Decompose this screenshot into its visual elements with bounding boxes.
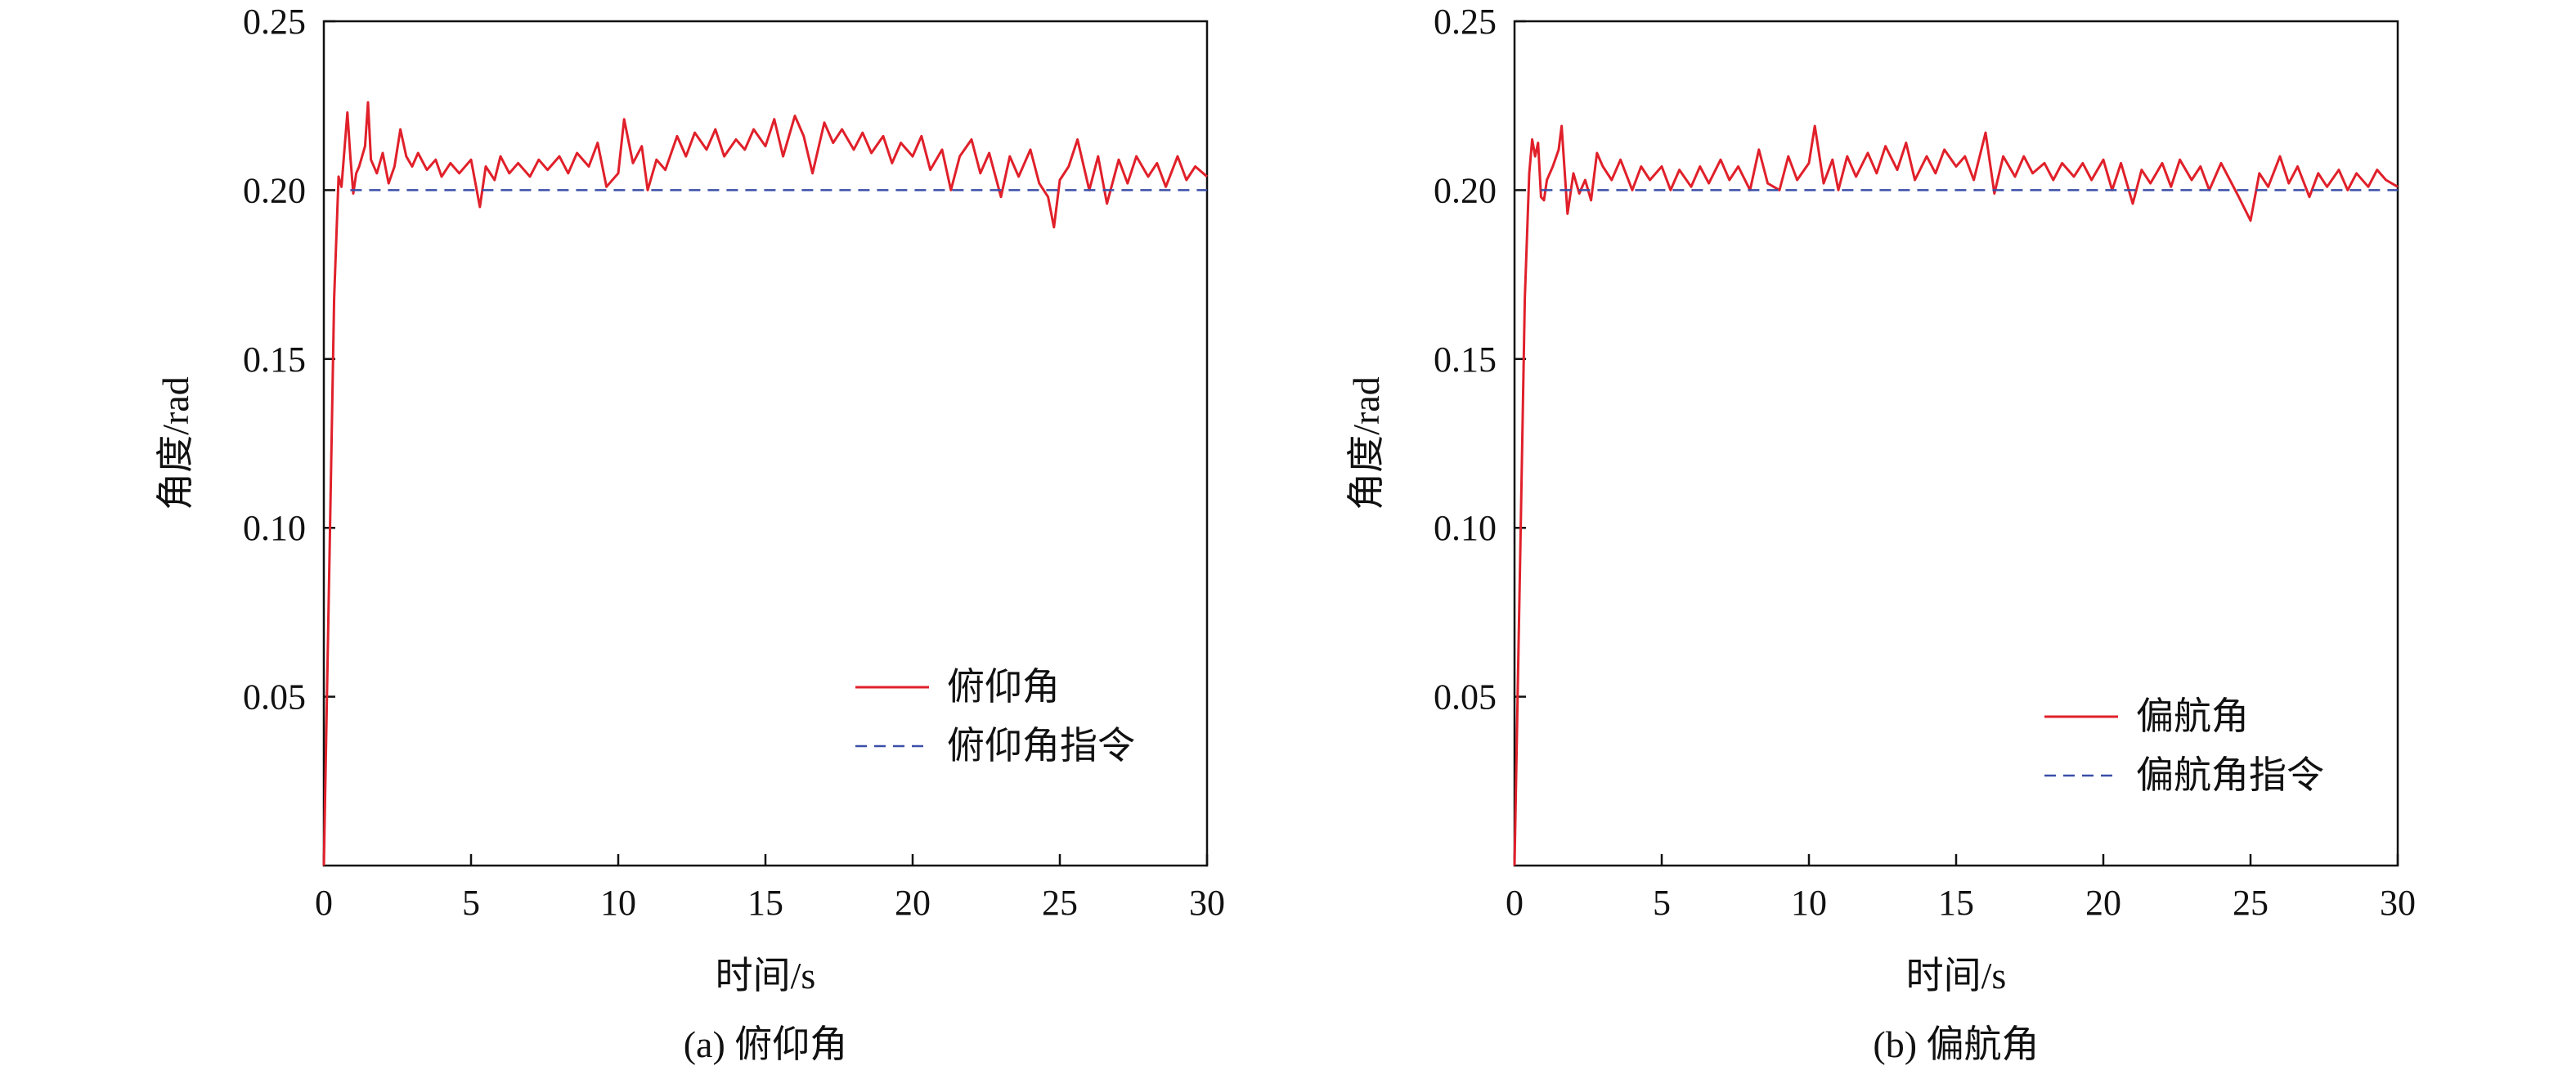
x-tick-label: 20 [895, 883, 931, 923]
y-tick-label: 0.20 [1434, 170, 1497, 210]
figure-caption: (b) 偏航角 [1873, 1023, 2039, 1065]
x-tick-label: 20 [2085, 883, 2121, 923]
series-line-measured [1513, 124, 2399, 866]
x-tick-label: 15 [747, 883, 783, 923]
y-tick-label: 0.10 [1434, 508, 1497, 548]
y-tick-label: 0.05 [1434, 677, 1497, 717]
x-tick-label: 5 [462, 883, 480, 923]
x-tick-label: 15 [1938, 883, 1974, 923]
x-tick-label: 30 [1189, 883, 1225, 923]
y-tick-label: 0.15 [1434, 340, 1497, 380]
x-tick-label: 0 [315, 883, 333, 923]
x-tick-label: 10 [1791, 883, 1827, 923]
series-line-measured [322, 101, 1208, 866]
x-tick-label: 10 [600, 883, 636, 923]
x-axis-title: 时间/s [716, 955, 816, 996]
y-tick-label: 0.05 [243, 677, 306, 717]
x-tick-label: 25 [1042, 883, 1078, 923]
x-axis-title: 时间/s [1906, 955, 2007, 996]
y-tick-label: 0.15 [243, 340, 306, 380]
figure-caption: (a) 俯仰角 [684, 1023, 848, 1065]
x-tick-label: 5 [1653, 883, 1671, 923]
y-tick-label: 0.20 [243, 170, 306, 210]
y-axis-title: 角度/rad [155, 376, 196, 511]
chart-panel-a: 0 5 10 15 20 25 30 0.05 0.10 0.15 0.20 0.25 时间/s 角度/r… [155, 2, 1225, 1065]
y-axis-title: 角度/rad [1345, 376, 1387, 511]
y-tick-label: 0.10 [243, 508, 306, 548]
legend-label: 偏航角指令 [2136, 754, 2324, 796]
x-tick-label: 0 [1506, 883, 1524, 923]
legend-label: 偏航角 [2136, 695, 2249, 737]
legend-label: 俯仰角指令 [947, 725, 1135, 767]
y-tick-label: 0.25 [1434, 2, 1497, 42]
x-tick-label: 25 [2233, 883, 2269, 923]
y-tick-label: 0.25 [243, 2, 306, 42]
chart-panel-b: 0 5 10 15 20 25 30 0.05 0.10 0.15 0.20 0.25 时间/s 角度/r… [1345, 2, 2416, 1065]
plot-frame [1513, 20, 2399, 867]
x-tick-label: 30 [2380, 883, 2416, 923]
legend-label: 俯仰角 [947, 666, 1060, 708]
